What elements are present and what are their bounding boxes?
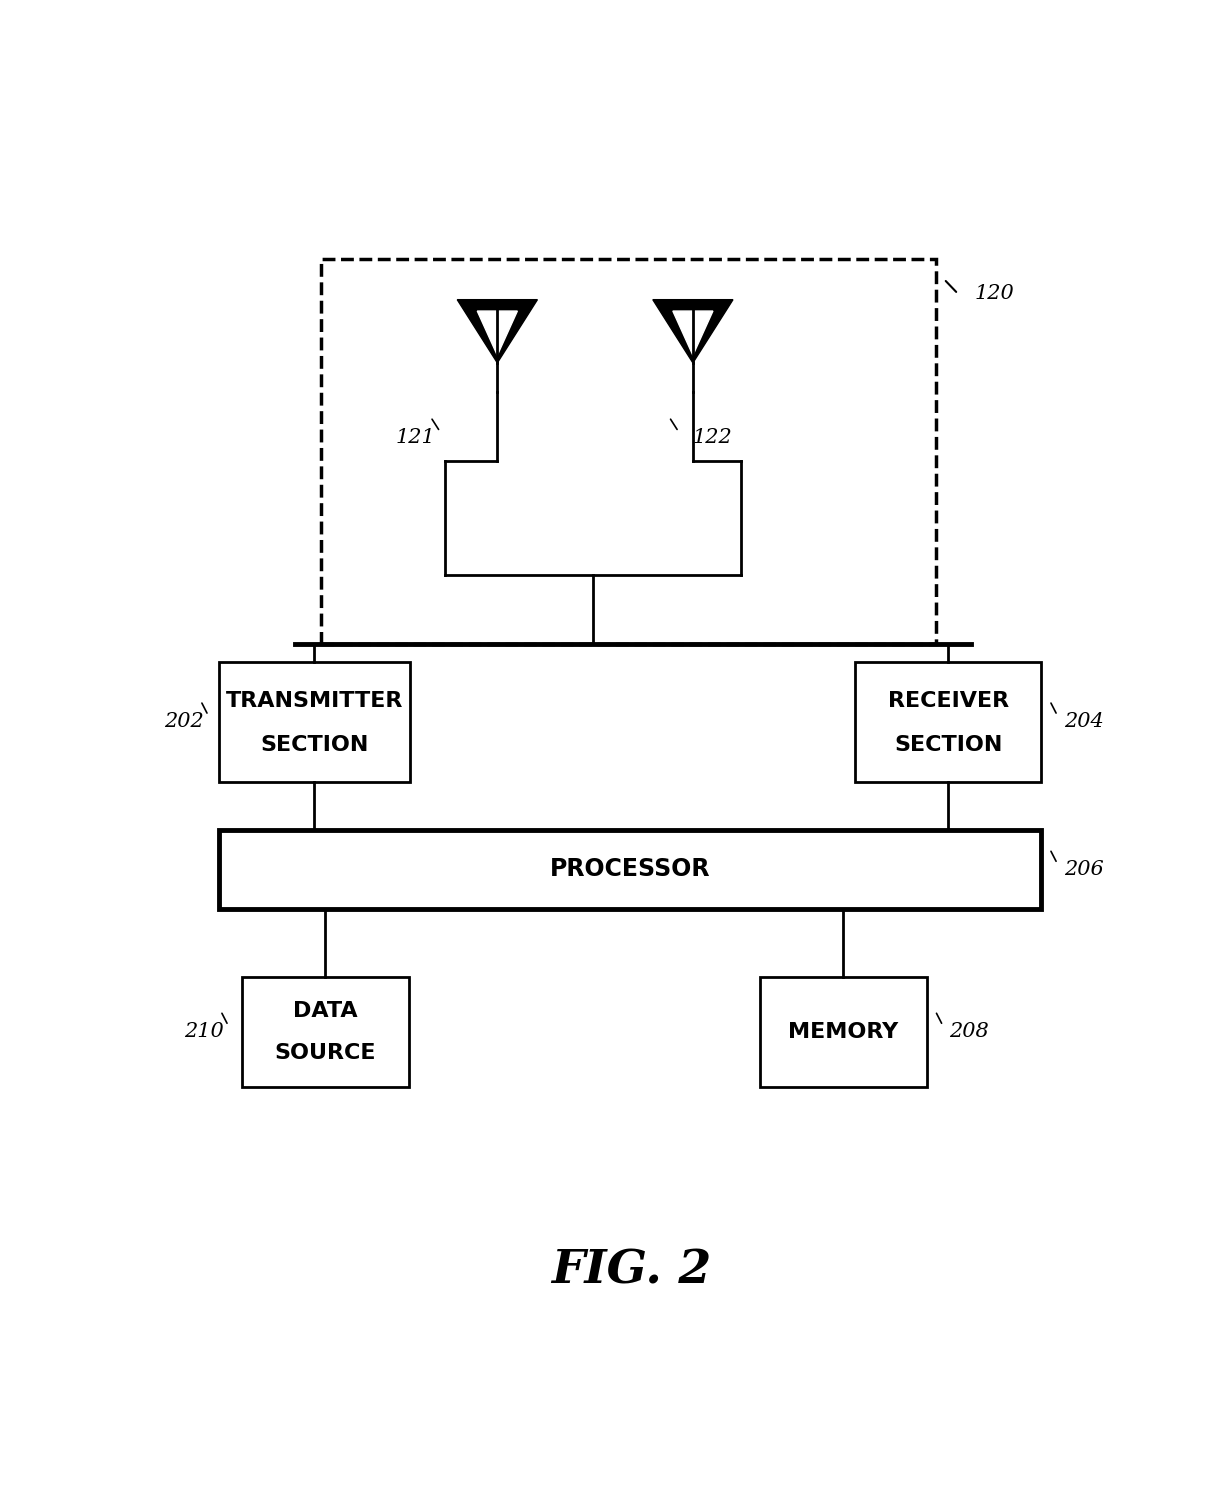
Text: SECTION: SECTION — [894, 736, 1002, 755]
Bar — [219, 661, 410, 782]
Text: PROCESSOR: PROCESSOR — [550, 858, 710, 882]
Bar — [856, 661, 1041, 782]
Bar — [760, 977, 927, 1086]
Polygon shape — [457, 300, 538, 363]
Text: 210: 210 — [183, 1022, 224, 1041]
Text: TRANSMITTER: TRANSMITTER — [225, 691, 403, 712]
Text: SECTION: SECTION — [260, 736, 368, 755]
Text: FIG. 2: FIG. 2 — [550, 1247, 712, 1294]
Polygon shape — [652, 300, 732, 363]
Text: 122: 122 — [693, 428, 732, 448]
Bar — [321, 260, 937, 645]
Bar — [219, 831, 1041, 909]
Text: DATA: DATA — [293, 1001, 357, 1022]
Polygon shape — [673, 310, 713, 355]
Bar — [241, 977, 409, 1086]
Text: 208: 208 — [949, 1022, 990, 1041]
Text: 204: 204 — [1064, 712, 1104, 731]
Text: MEMORY: MEMORY — [788, 1022, 899, 1041]
Text: 120: 120 — [975, 285, 1014, 303]
Polygon shape — [478, 310, 517, 355]
Text: SOURCE: SOURCE — [275, 1043, 375, 1062]
Text: 206: 206 — [1064, 859, 1104, 879]
Text: 121: 121 — [395, 428, 436, 448]
Text: 202: 202 — [164, 712, 203, 731]
Text: RECEIVER: RECEIVER — [888, 691, 1008, 712]
